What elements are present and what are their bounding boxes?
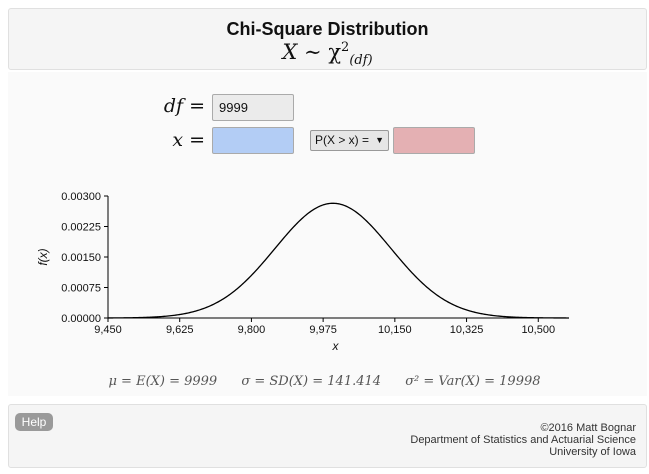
x-tick-label: 9,450 bbox=[94, 324, 122, 336]
x-tick-label: 10,325 bbox=[450, 324, 484, 336]
x-input[interactable] bbox=[212, 127, 294, 154]
x-tick-label: 10,150 bbox=[378, 324, 412, 336]
mean-stat: μ = E(X) = 9999 bbox=[108, 374, 218, 389]
formula-variable: X bbox=[282, 40, 298, 64]
page-title: Chi-Square Distribution bbox=[226, 19, 429, 39]
x-tick-label: 9,975 bbox=[309, 324, 337, 336]
formula-relation: ∼ bbox=[304, 40, 322, 64]
chevron-down-icon: ▼ bbox=[375, 135, 384, 145]
df-label: df = bbox=[163, 95, 205, 117]
density-curve bbox=[107, 202, 569, 319]
x-tick-label: 9,625 bbox=[166, 324, 194, 336]
y-tick-label: 0.00225 bbox=[61, 222, 101, 234]
variance-stat: σ² = Var(X) = 19998 bbox=[405, 374, 541, 389]
credits: ©2016 Matt Bognar Department of Statisti… bbox=[410, 422, 636, 458]
y-axis-label: f(x) bbox=[36, 248, 50, 265]
df-input[interactable] bbox=[212, 94, 294, 121]
y-tick-label: 0.00000 bbox=[61, 313, 101, 325]
formula-subscript: (df) bbox=[349, 53, 373, 69]
footer-panel: Help ©2016 Matt Bognar Department of Sta… bbox=[8, 404, 647, 468]
copyright-text: ©2016 Matt Bognar bbox=[540, 422, 636, 434]
summary-stats: μ = E(X) = 9999 σ = SD(X) = 141.414 σ² =… bbox=[0, 374, 649, 389]
formula-chi: χ bbox=[328, 40, 342, 64]
x-tick-label: 9,800 bbox=[238, 324, 266, 336]
y-tick-label: 0.00150 bbox=[61, 252, 101, 264]
x-axis-label: x bbox=[332, 339, 340, 353]
x-tick-label: 10,500 bbox=[521, 324, 555, 336]
sd-stat: σ = SD(X) = 141.414 bbox=[241, 374, 382, 389]
department-text: Department of Statistics and Actuarial S… bbox=[410, 434, 636, 446]
main-panel bbox=[8, 72, 647, 396]
y-tick-label: 0.00075 bbox=[61, 283, 101, 295]
density-chart: 9,450 9,625 9,800 9,975 10,150 10,325 10,500 0.… bbox=[36, 191, 569, 353]
y-tick-label: 0.00300 bbox=[61, 191, 101, 203]
x-label: x = bbox=[172, 129, 205, 151]
help-button[interactable]: Help bbox=[15, 413, 53, 431]
university-text: University of Iowa bbox=[549, 446, 636, 458]
formula-superscript: 2 bbox=[341, 40, 350, 55]
probability-type-select[interactable]: P(X > x) = ▼ bbox=[310, 130, 389, 151]
probability-type-label: P(X > x) = bbox=[315, 133, 370, 147]
header-panel: Chi-Square Distribution X ∼ χ2(df) bbox=[8, 8, 647, 70]
probability-result-field[interactable] bbox=[393, 127, 475, 154]
distribution-formula: X ∼ χ2(df) bbox=[9, 40, 646, 68]
